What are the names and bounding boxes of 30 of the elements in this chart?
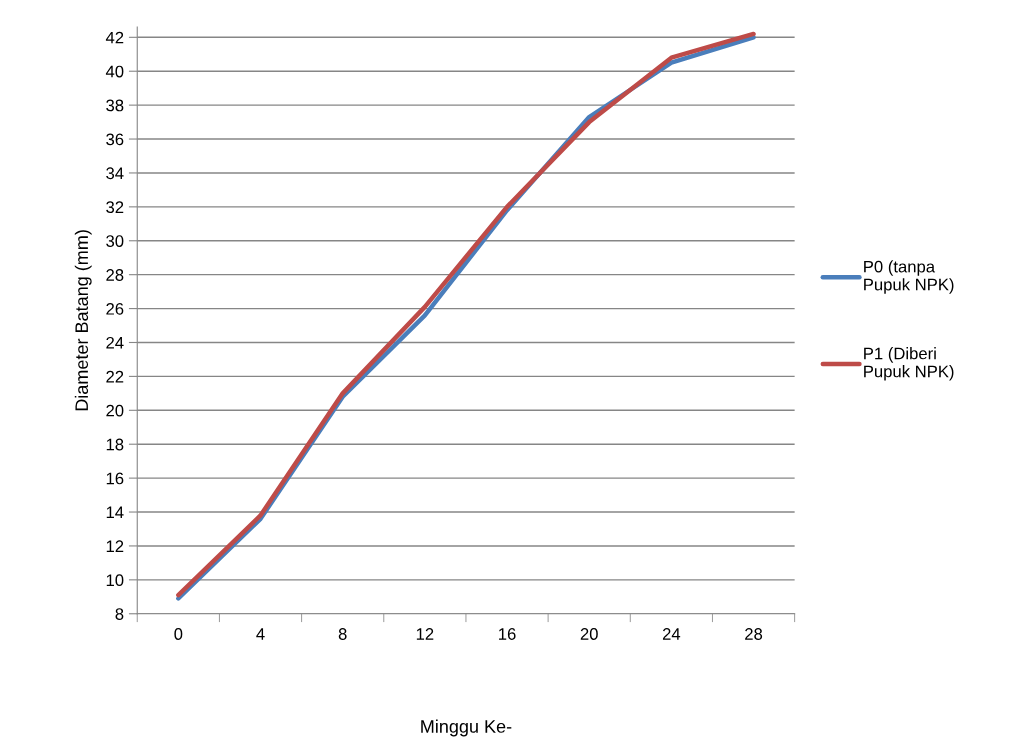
- y-tick-label: 26: [106, 302, 124, 315]
- x-tick-label: 0: [174, 628, 183, 640]
- x-tick-label: 28: [745, 628, 763, 640]
- y-tick-label: 20: [106, 404, 124, 417]
- x-tick-label: 12: [416, 628, 434, 640]
- y-tick-label: 34: [106, 167, 124, 180]
- y-tick-label: 40: [105, 65, 124, 78]
- x-tick-label: 20: [580, 628, 598, 640]
- y-axis-title: Diameter Batang (mm): [74, 230, 92, 411]
- y-tick-label: 24: [106, 336, 124, 349]
- x-tick-label: 16: [499, 628, 516, 640]
- y-tick-label: 8: [115, 608, 124, 620]
- x-tick-label: 24: [662, 628, 681, 640]
- y-tick-label: 14: [106, 506, 124, 519]
- y-tick-label: 38: [106, 99, 124, 112]
- y-tick-label: 32: [106, 201, 124, 214]
- legend-label: P0 (tanpa Pupuk NPK): [864, 260, 954, 294]
- y-tick-label: 16: [106, 472, 124, 485]
- y-tick-label: 18: [106, 438, 124, 451]
- x-tick-label: 4: [256, 628, 265, 640]
- y-tick-label: 42: [105, 31, 124, 44]
- x-tick-label: 8: [338, 628, 347, 640]
- y-tick-label: 10: [106, 574, 124, 587]
- x-axis-title: Minggu Ke-: [421, 719, 512, 737]
- y-tick-label: 12: [106, 540, 124, 552]
- legend-label: P1 (Diberi Pupuk NPK): [864, 347, 954, 381]
- y-tick-label: 28: [106, 269, 124, 281]
- y-tick-label: 22: [106, 370, 124, 383]
- y-tick-label: 36: [106, 133, 124, 146]
- y-tick-label: 30: [106, 235, 124, 247]
